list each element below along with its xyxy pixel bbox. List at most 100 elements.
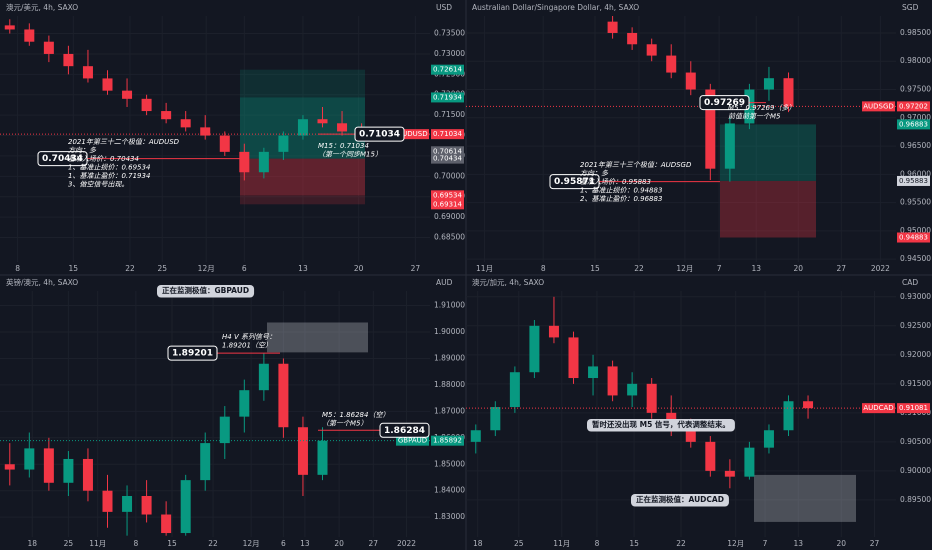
y-tick-label: 1.83000 [434, 512, 465, 521]
axis-unit: AUD [436, 278, 453, 287]
callout-label: 0.97269 [704, 98, 745, 108]
price-tag [431, 64, 464, 75]
callout-box [379, 422, 430, 438]
axis-unit: USD [436, 3, 452, 12]
x-tick-label: 18 [473, 539, 483, 548]
x-tick-label: 11月 [553, 539, 570, 548]
x-tick-label: 25 [64, 539, 74, 548]
note-line: M5：1.86284（空） [322, 411, 389, 419]
callout-label: 0.70434 [42, 154, 83, 164]
x-tick-label: 7 [717, 264, 722, 273]
symbol-name: AUDUSD [397, 130, 427, 138]
y-tick-label: 0.96500 [900, 141, 931, 150]
callout-box [354, 126, 405, 142]
x-tick-label: 13 [751, 264, 761, 273]
price-tag-label: 0.70614 [433, 147, 462, 155]
candle-body [180, 480, 191, 534]
x-tick-label: 11月 [89, 539, 106, 548]
candle-body [568, 337, 579, 379]
note-line: 基准入场价：0.70434 [68, 155, 139, 163]
candle-body [724, 470, 735, 477]
y-tick-label: 0.98000 [900, 56, 931, 65]
x-tick-label: 25 [157, 264, 167, 273]
x-tick-label: 13 [300, 539, 310, 548]
candle-body [317, 440, 328, 475]
candle-body [705, 441, 716, 471]
note-line: 2021年第三十二个极值：AUDUSD [68, 138, 180, 146]
axis-unit: SGD [902, 3, 919, 12]
price-tag [431, 435, 464, 446]
y-tick-label: 0.95000 [900, 226, 931, 235]
candle-body [161, 111, 172, 120]
callout-box [699, 95, 750, 111]
candle-body [705, 89, 716, 169]
chart-title: 澳元/美元, 4h, SAXO [6, 2, 78, 12]
candle-body [161, 514, 172, 534]
zone [754, 474, 856, 522]
candle-body [63, 53, 74, 67]
callout-label: 1.86284 [384, 426, 425, 436]
candle-body [122, 90, 133, 99]
candle-body [102, 78, 113, 91]
price-tag-label: 0.69314 [433, 200, 462, 208]
candle-body [200, 127, 211, 136]
candle-body [548, 325, 559, 338]
candle-body [337, 123, 348, 132]
candle-body [4, 25, 15, 30]
x-tick-label: 25 [514, 539, 524, 548]
candle-body [470, 430, 481, 442]
note-line: M5：0.97269（多） [728, 104, 795, 112]
price-tag [431, 129, 464, 140]
zone [720, 180, 816, 238]
y-tick-label: 0.92000 [900, 350, 931, 359]
symbol-name: GBPAUD [398, 437, 427, 445]
price-tag [431, 190, 464, 201]
candle-body [122, 496, 133, 512]
callout-box [167, 345, 218, 361]
candle-body [4, 464, 15, 470]
candle-body [258, 363, 269, 391]
symbol-name: AUDCAD [863, 404, 893, 412]
y-tick-label: 0.97000 [900, 113, 931, 122]
candle-body [278, 135, 289, 152]
price-tag [431, 199, 464, 210]
price-tag [431, 92, 464, 103]
price-tag [897, 119, 930, 130]
symbol-tag [862, 403, 895, 414]
candle-body [509, 372, 520, 408]
note-line: 2、基准止盈价：0.96883 [580, 195, 662, 203]
candle-body [102, 490, 113, 512]
zone [240, 195, 365, 205]
price-tag-label: 0.96883 [899, 120, 928, 128]
x-tick-label: 8 [541, 264, 546, 273]
callout-label: 0.71034 [359, 130, 400, 140]
callout-box [549, 174, 600, 190]
candle-body [43, 41, 54, 54]
price-tag-label: 0.70434 [433, 155, 462, 163]
candle-body [24, 29, 35, 42]
note-bubble [587, 419, 735, 432]
y-tick-label: 0.98500 [900, 28, 931, 37]
candle-body [43, 448, 54, 483]
y-tick-label: 1.90000 [434, 327, 465, 336]
x-tick-label: 6 [242, 264, 247, 273]
x-tick-label: 27 [369, 539, 379, 548]
note-line: 前值前第一个M5 [728, 113, 781, 121]
candle-body [685, 424, 696, 442]
candle-body [24, 448, 35, 470]
candle-body [82, 66, 93, 79]
candle-body [763, 78, 774, 90]
x-tick-label: 27 [411, 264, 421, 273]
y-tick-label: 0.71500 [434, 110, 465, 119]
note-line: 1、基准止损价：0.69534 [68, 164, 150, 172]
y-tick-label: 0.95500 [900, 198, 931, 207]
price-tag-label: 0.91081 [899, 404, 928, 412]
x-tick-label: 11月 [476, 264, 493, 273]
x-tick-label: 12月 [727, 539, 744, 548]
note-line: 1、基准止损价：0.94883 [580, 187, 662, 195]
x-tick-label: 15 [590, 264, 600, 273]
candle-body [239, 151, 250, 173]
y-tick-label: 0.96000 [900, 169, 931, 178]
axis-unit: CAD [902, 278, 918, 287]
